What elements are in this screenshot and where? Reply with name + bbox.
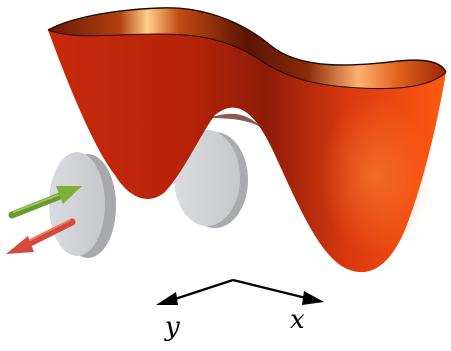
coordinate-axes: y x [156, 278, 324, 342]
green-arrow-icon [8, 186, 82, 219]
double-well-potential-surface [47, 7, 447, 273]
red-arrow-icon [6, 218, 76, 254]
y-axis-label: y [164, 312, 180, 342]
x-axis-label: x [290, 305, 305, 335]
disc-left [49, 152, 116, 258]
